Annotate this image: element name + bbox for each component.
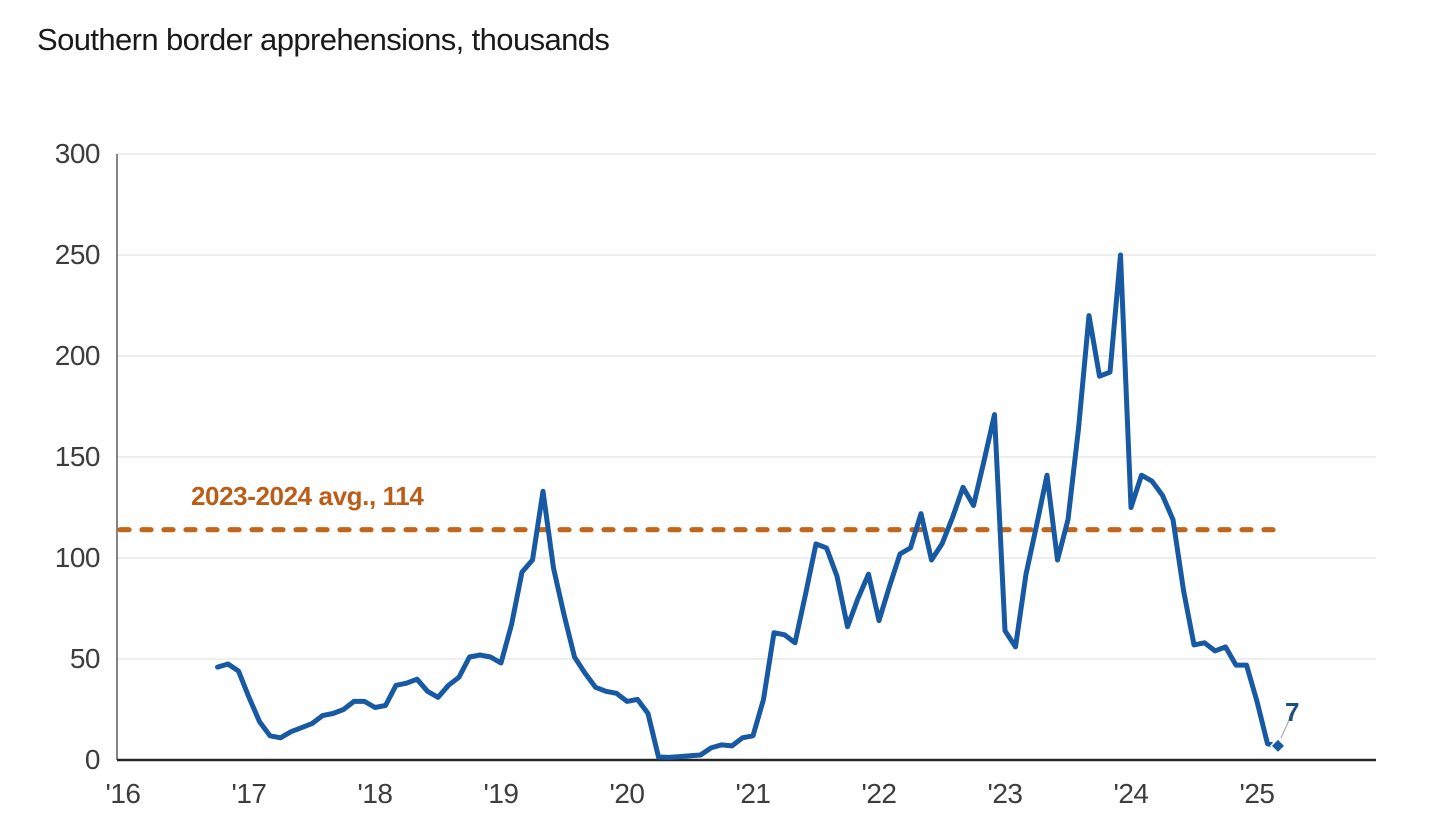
last-value-label: 7 <box>1285 697 1300 727</box>
y-tick-label: 150 <box>54 441 101 472</box>
y-tick-label: 250 <box>54 239 101 270</box>
x-tick-label: '17 <box>231 778 268 809</box>
last-point-diamond-marker <box>1269 737 1287 754</box>
x-tick-label: '25 <box>1239 778 1276 809</box>
y-tick-label: 300 <box>54 138 101 169</box>
x-tick-label: '18 <box>357 778 394 809</box>
data-line <box>215 252 1281 760</box>
x-tick-label: '24 <box>1113 778 1150 809</box>
x-tick-label: '20 <box>609 778 646 809</box>
x-tick-label: '21 <box>735 778 772 809</box>
x-tick-label: '23 <box>987 778 1024 809</box>
x-tick-label: '22 <box>861 778 898 809</box>
x-tick-label: '19 <box>483 778 520 809</box>
y-tick-label: 0 <box>84 744 101 775</box>
y-tick-label: 100 <box>54 542 101 573</box>
x-tick-label: '16 <box>105 778 142 809</box>
end-label-leader-line <box>1280 715 1292 739</box>
average-line-label: 2023-2024 avg., 114 <box>191 481 424 511</box>
y-tick-label: 50 <box>69 643 101 674</box>
y-tick-label: 200 <box>54 340 101 371</box>
chart-title: Southern border apprehensions, thousands <box>37 22 610 57</box>
